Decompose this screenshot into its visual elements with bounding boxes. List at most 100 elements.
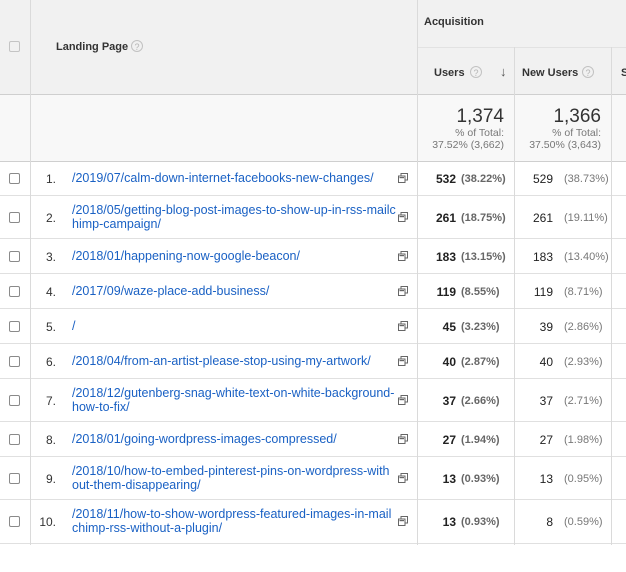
table-row: 6. /2018/04/from-an-artist-please-stop-us… [0, 344, 626, 379]
users-percent: (13.15%) [461, 251, 506, 263]
row-number: 7. [45, 394, 56, 408]
new-users-column-header[interactable]: New Users [522, 67, 579, 79]
table-row: 10. /2018/11/how-to-show-wordpress-featur… [0, 500, 626, 544]
row-number: 9. [45, 472, 56, 486]
new-users-value: 261 [532, 211, 553, 225]
table-row: 7. /2018/12/gutenberg-snag-white-text-on-… [0, 379, 626, 422]
row-checkbox[interactable] [9, 473, 20, 484]
users-column-header[interactable]: Users [434, 67, 465, 79]
row-checkbox[interactable] [9, 173, 20, 184]
row-checkbox[interactable] [9, 516, 20, 527]
landing-page-link[interactable]: /2018/10/how-to-embed-pinterest-pins-on-… [72, 464, 390, 492]
new-users-value: 529 [532, 172, 553, 186]
row-number: 8. [45, 433, 56, 447]
table-row: 5. / 45 (3.23%) 39 (2.86%) [0, 309, 626, 344]
users-total: 1,374 [456, 106, 504, 127]
row-number: 2. [45, 211, 56, 225]
open-in-new-window-icon[interactable] [398, 251, 408, 261]
divider [0, 308, 626, 309]
landing-page-link[interactable]: /2018/11/how-to-show-wordpress-featured-… [72, 507, 392, 535]
open-in-new-window-icon[interactable] [398, 173, 408, 183]
divider [0, 273, 626, 274]
users-value: 27 [442, 433, 456, 447]
users-percent: (0.93%) [461, 516, 500, 528]
divider [0, 456, 626, 457]
landing-page-link[interactable]: /2018/04/from-an-artist-please-stop-usin… [72, 354, 371, 368]
divider [0, 543, 626, 544]
divider [30, 0, 31, 545]
open-in-new-window-icon[interactable] [398, 212, 408, 222]
divider [611, 47, 612, 545]
new-users-total-pct: 37.50% (3,643) [529, 139, 601, 151]
divider [514, 47, 515, 545]
row-checkbox[interactable] [9, 434, 20, 445]
new-users-percent: (1.98%) [564, 434, 603, 446]
row-number: 1. [45, 172, 56, 186]
open-in-new-window-icon[interactable] [398, 395, 408, 405]
landing-page-link[interactable]: /2017/09/waze-place-add-business/ [72, 284, 270, 298]
users-total-pct-label: % of Total: [455, 127, 504, 139]
users-percent: (2.66%) [461, 395, 500, 407]
open-in-new-window-icon[interactable] [398, 321, 408, 331]
new-users-value: 119 [533, 285, 553, 299]
open-in-new-window-icon[interactable] [398, 356, 408, 366]
row-checkbox[interactable] [9, 356, 20, 367]
divider [0, 421, 626, 422]
new-users-value: 39 [539, 320, 553, 334]
new-users-help-icon[interactable]: ? [582, 66, 594, 78]
next-column-header[interactable]: S [621, 67, 626, 79]
users-percent: (18.75%) [461, 212, 506, 224]
table-row: 2. /2018/05/getting-blog-post-images-to-s… [0, 196, 626, 239]
users-percent: (1.94%) [461, 434, 500, 446]
landing-page-link[interactable]: /2018/05/getting-blog-post-images-to-sho… [72, 203, 396, 231]
users-percent: (0.93%) [461, 473, 500, 485]
row-checkbox[interactable] [9, 321, 20, 332]
row-number: 6. [45, 355, 56, 369]
new-users-value: 27 [539, 433, 553, 447]
open-in-new-window-icon[interactable] [398, 516, 408, 526]
users-value: 13 [442, 515, 456, 529]
new-users-value: 8 [546, 515, 553, 529]
divider [0, 378, 626, 379]
landing-page-header[interactable]: Landing Page [56, 41, 129, 53]
row-checkbox[interactable] [9, 212, 20, 223]
row-number: 10. [39, 515, 56, 529]
new-users-value: 183 [532, 250, 553, 264]
row-number: 3. [45, 250, 56, 264]
open-in-new-window-icon[interactable] [398, 286, 408, 296]
table-row: 9. /2018/10/how-to-embed-pinterest-pins-o… [0, 457, 626, 500]
open-in-new-window-icon[interactable] [398, 473, 408, 483]
new-users-percent: (13.40%) [564, 251, 609, 263]
users-value: 13 [442, 472, 456, 486]
row-number: 5. [45, 320, 56, 334]
row-checkbox[interactable] [9, 395, 20, 406]
open-in-new-window-icon[interactable] [398, 434, 408, 444]
users-help-icon[interactable]: ? [470, 66, 482, 78]
totals-row: 1,374 % of Total: 37.52% (3,662) 1,366 %… [0, 95, 626, 161]
users-value: 37 [442, 394, 456, 408]
new-users-percent: (8.71%) [564, 286, 603, 298]
landing-page-link[interactable]: /2019/07/calm-down-internet-facebooks-ne… [72, 171, 374, 185]
new-users-value: 40 [539, 355, 553, 369]
landing-page-link[interactable]: /2018/12/gutenberg-snag-white-text-on-wh… [72, 386, 395, 414]
select-all-checkbox[interactable] [9, 41, 20, 52]
table-row: 4. /2017/09/waze-place-add-business/119 (8… [0, 274, 626, 309]
new-users-value: 13 [539, 472, 553, 486]
new-users-percent: (2.86%) [564, 321, 603, 333]
new-users-percent: (0.59%) [564, 516, 603, 528]
row-number: 4. [45, 285, 56, 299]
users-value: 45 [442, 320, 456, 334]
users-value: 261 [435, 211, 456, 225]
new-users-percent: (19.11%) [564, 212, 608, 224]
row-checkbox[interactable] [9, 251, 20, 262]
landing-page-link[interactable]: /2018/01/happening-now-google-beacon/ [72, 249, 300, 263]
users-percent: (2.87%) [461, 356, 500, 368]
users-value: 119 [436, 285, 456, 299]
landing-page-link[interactable]: /2018/01/going-wordpress-images-compress… [72, 432, 337, 446]
landing-page-help-icon[interactable]: ? [131, 40, 143, 52]
landing-page-link[interactable]: / [72, 319, 76, 333]
row-checkbox[interactable] [9, 286, 20, 297]
new-users-value: 37 [539, 394, 553, 408]
divider [0, 343, 626, 344]
sort-descending-icon[interactable]: ↓ [500, 64, 507, 79]
